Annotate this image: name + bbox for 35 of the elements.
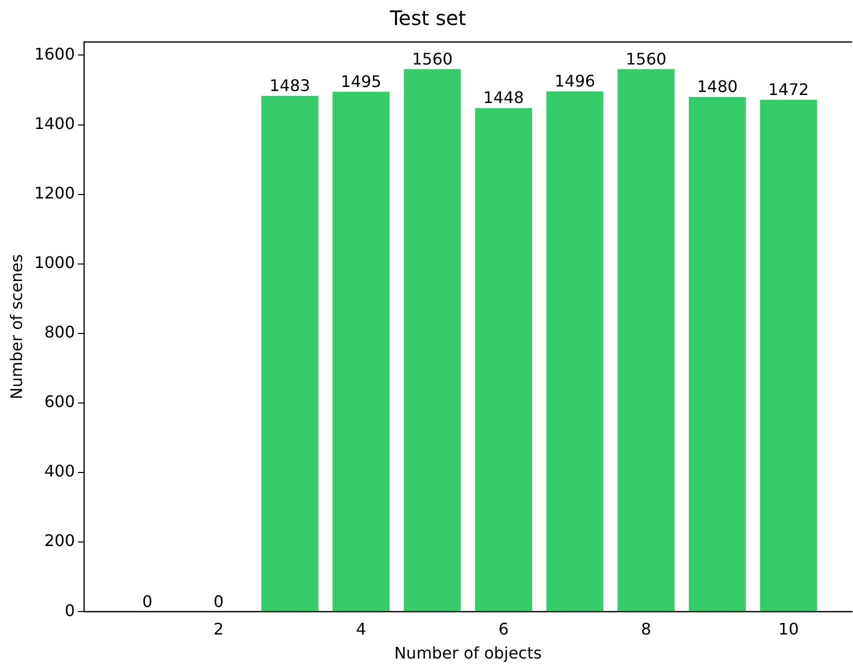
x-axis-title: Number of objects — [394, 644, 542, 663]
x-tick-label: 8 — [640, 619, 652, 638]
y-tick-label: 1000 — [34, 253, 75, 272]
y-tick-label: 0 — [64, 600, 75, 620]
x-tick-label: 4 — [356, 619, 366, 638]
bar — [760, 100, 818, 612]
chart-title: Test set — [388, 6, 466, 30]
y-axis-title: Number of scenes — [6, 254, 26, 400]
y-tick-label: 1600 — [34, 44, 75, 64]
data-label: 0 — [142, 592, 152, 611]
data-label: 1496 — [554, 72, 596, 91]
data-label: 1495 — [340, 72, 382, 91]
y-tick-label: 800 — [44, 322, 75, 342]
data-label: 1480 — [696, 77, 738, 96]
bar — [261, 96, 318, 612]
bar — [404, 69, 461, 612]
y-tick-label: 600 — [44, 392, 75, 412]
data-label: 1472 — [768, 80, 809, 99]
bar — [475, 108, 532, 612]
x-tick-label: 10 — [778, 619, 799, 638]
x-tick-label: 2 — [213, 619, 224, 638]
y-tick-label: 400 — [44, 462, 75, 481]
data-label: 1483 — [269, 76, 310, 96]
x-tick-label: 6 — [498, 619, 509, 638]
data-label: 1560 — [412, 49, 453, 68]
y-tick-label: 1400 — [34, 114, 75, 133]
y-tick-label: 200 — [44, 531, 75, 550]
data-label: 1448 — [483, 88, 524, 108]
bar — [688, 96, 746, 612]
data-label: 0 — [213, 592, 224, 611]
bar — [332, 92, 390, 612]
y-tick-label: 1200 — [34, 183, 75, 202]
bar — [546, 91, 604, 612]
data-label: 1560 — [626, 49, 666, 68]
bar — [618, 69, 675, 612]
